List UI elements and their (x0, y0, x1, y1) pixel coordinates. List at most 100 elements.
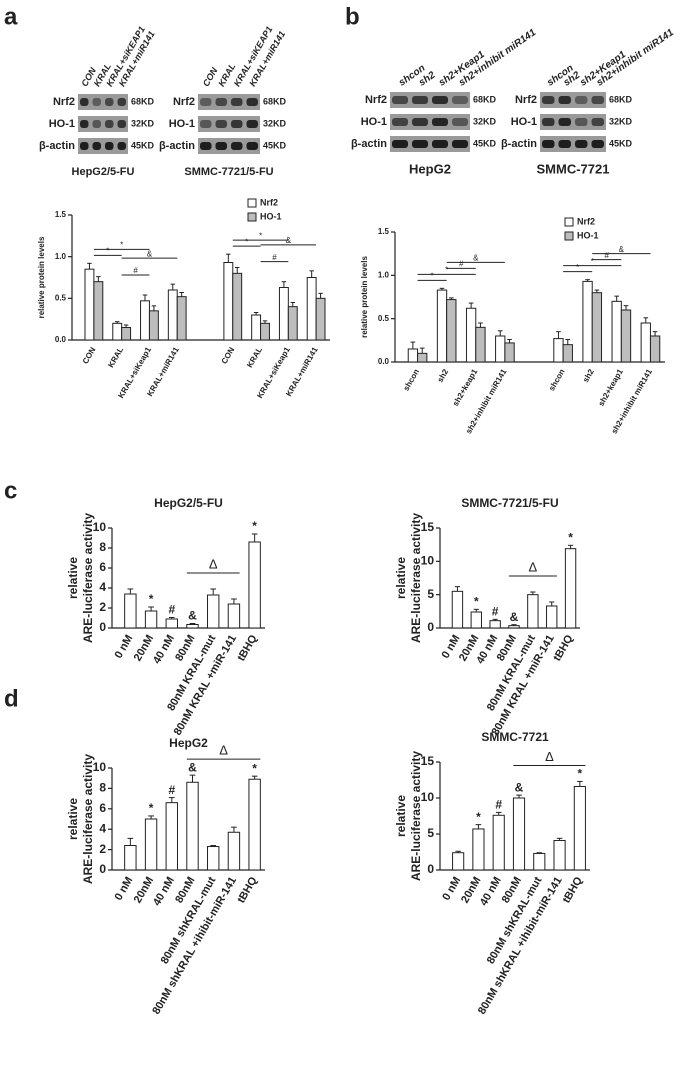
y-tick-label: 0.0 (378, 357, 390, 366)
bar (140, 300, 150, 341)
x-tick-label: tBHQ (561, 875, 586, 906)
bar (223, 262, 234, 341)
bar (227, 603, 241, 629)
blot-band (117, 98, 126, 106)
bar (315, 297, 326, 341)
bracket-label: * (576, 263, 579, 272)
y-tick-label: 0 (427, 620, 434, 634)
y-tick-label: 4 (99, 580, 106, 594)
chart-title: SMMC-7721/5-FU (461, 496, 558, 510)
bar (452, 852, 465, 871)
y-axis-label: relative protein levels (37, 236, 46, 318)
lane-label: CON (201, 65, 220, 88)
blot-strip (540, 92, 606, 108)
significance-mark: # (168, 783, 175, 797)
bar (112, 322, 123, 341)
blot-band (105, 120, 114, 128)
bar (165, 618, 178, 629)
blot-band (117, 120, 126, 128)
blot-strip (390, 92, 470, 108)
x-tick-label: 40 nM (151, 875, 177, 908)
blot-band (105, 142, 114, 150)
legend-swatch (564, 217, 574, 227)
x-tick-label: KRAL (106, 345, 125, 369)
size-label: 45KD (473, 138, 497, 148)
blot-band (591, 140, 604, 148)
y-tick-label: 1.0 (378, 270, 390, 279)
y-tick-label: 10 (421, 790, 435, 804)
bracket-label: & (147, 249, 153, 258)
legend-swatch (247, 212, 257, 222)
significance-mark: * (149, 592, 154, 606)
bar (546, 605, 558, 629)
blot-band (432, 118, 448, 126)
legend-label: Nrf2 (577, 216, 595, 226)
blot-band (200, 120, 212, 128)
y-tick-label: 0.0 (55, 335, 67, 344)
x-tick-label: sh2+keap1 (451, 367, 480, 408)
blot-band (432, 96, 448, 104)
y-tick-label: 10 (421, 554, 435, 568)
row-label: HO-1 (361, 116, 387, 128)
blot-band (200, 142, 212, 150)
blot-band (80, 142, 89, 150)
significance-mark: & (188, 609, 197, 623)
blot-caption: SMMC-7721 (537, 161, 610, 176)
bar (527, 594, 539, 629)
bar (582, 280, 593, 363)
blot-strip (390, 136, 470, 152)
bar (251, 314, 262, 341)
significance-mark: # (492, 605, 499, 619)
blot-band (542, 96, 555, 104)
significance-mark: * (149, 801, 154, 815)
blot-band (591, 118, 604, 126)
significance-mark: * (474, 595, 479, 609)
panel-letter: d (4, 685, 19, 712)
blot-strip (198, 138, 260, 154)
blot-band (392, 140, 408, 148)
bar (148, 310, 159, 341)
size-label: 68KD (131, 96, 155, 106)
bar (470, 611, 482, 629)
y-axis-label: relative (394, 795, 408, 837)
blot-band (558, 96, 571, 104)
x-tick-label: sh2 (436, 367, 451, 384)
y-tick-label: 15 (421, 520, 435, 534)
row-label: Nrf2 (173, 96, 195, 108)
y-tick-label: 6 (99, 801, 106, 815)
blot-band (231, 98, 243, 106)
x-tick-label: tBHQ (235, 875, 260, 906)
blot-band (432, 140, 448, 148)
bar (407, 348, 419, 363)
size-label: 32KD (609, 116, 633, 126)
blot-band (80, 120, 89, 128)
blot-band (80, 98, 89, 106)
lane-label: sh2+inhibit miR141 (595, 27, 677, 89)
blot-band (105, 98, 114, 106)
blot-band (412, 96, 428, 104)
y-tick-label: 0 (99, 620, 106, 634)
blot-band (215, 120, 227, 128)
blot-band (392, 96, 408, 104)
bar (591, 292, 603, 363)
size-label: 68KD (263, 96, 287, 106)
blot-band (92, 98, 101, 106)
y-axis-label: relative (66, 557, 80, 599)
x-tick-label: CON (81, 345, 98, 365)
blot-strip (198, 116, 260, 132)
y-tick-label: 5 (427, 587, 434, 601)
bar (492, 814, 505, 871)
blot-band (558, 118, 571, 126)
bar (248, 541, 261, 629)
significance-mark: & (510, 610, 519, 624)
blot-band (452, 96, 468, 104)
x-tick-label: KRAL (245, 345, 264, 369)
blot-strip (390, 114, 470, 130)
y-tick-label: 0 (99, 862, 106, 876)
bar (176, 296, 187, 341)
row-label: β-actin (501, 138, 537, 150)
significance-mark: # (495, 798, 502, 812)
y-tick-label: 10 (93, 520, 107, 534)
x-tick-label: 40 nM (151, 633, 177, 666)
bar (232, 272, 243, 341)
